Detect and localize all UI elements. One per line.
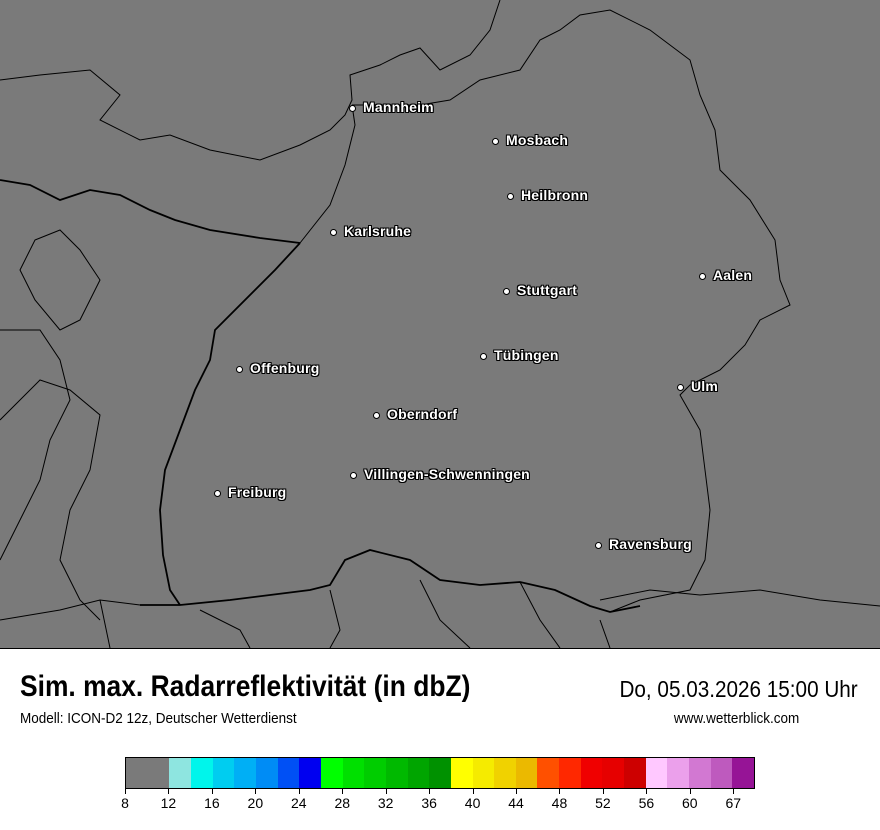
tick-label: 36 <box>421 795 437 811</box>
tick-label: 48 <box>551 795 568 811</box>
tick-label: 40 <box>464 795 481 811</box>
city-label: Aalen <box>713 267 753 283</box>
tick-mark <box>602 789 604 794</box>
tick-label: 44 <box>508 795 524 811</box>
city-label: Villingen-Schwenningen <box>364 466 530 482</box>
tick-mark <box>733 789 735 794</box>
city-dot-icon <box>595 542 602 549</box>
color-scale-segment <box>645 758 668 788</box>
forecast-datetime: Do, 05.03.2026 15:00 Uhr <box>619 676 858 702</box>
color-scale-bar <box>125 757 755 789</box>
city-label: Tübingen <box>494 347 559 363</box>
city-dot-icon <box>480 353 487 360</box>
tick-label: 67 <box>725 795 742 811</box>
tick-label: 56 <box>638 795 655 811</box>
tick-mark <box>429 789 431 794</box>
tick-label: 20 <box>247 795 264 811</box>
color-scale-ticks: 8 12 16 20 24 28 32 36 40 44 48 52 56 60 67 <box>121 789 755 819</box>
city-dot-icon <box>507 193 514 200</box>
tick-mark <box>646 789 648 794</box>
city-label: Oberndorf <box>387 406 458 422</box>
tick-label: 52 <box>595 795 611 811</box>
model-source: Modell: ICON-D2 12z, Deutscher Wetterdie… <box>20 710 297 727</box>
color-scale-segment <box>602 758 625 788</box>
website-link[interactable]: www.wetterblick.com <box>673 710 799 727</box>
color-scale-segment <box>429 758 451 788</box>
tick-label: 8 <box>121 795 129 811</box>
border-lines <box>0 0 880 648</box>
color-scale-segment <box>320 758 343 788</box>
tick-mark <box>255 789 257 794</box>
tick-mark <box>472 789 474 794</box>
tick-mark <box>211 789 213 794</box>
city-dot-icon <box>330 229 337 236</box>
city-dot-icon <box>677 384 684 391</box>
tick-label: 32 <box>377 795 394 811</box>
color-scale-segment <box>212 758 235 788</box>
tick-label: 24 <box>290 795 307 811</box>
color-scale-segment <box>407 758 430 788</box>
tick-mark <box>385 789 387 794</box>
color-scale-segment <box>732 758 755 788</box>
color-scale-segment <box>255 758 278 788</box>
city-dot-icon <box>373 412 380 419</box>
city-label: Ravensburg <box>609 536 692 552</box>
city-label: Stuttgart <box>517 282 578 298</box>
city-label: Karlsruhe <box>344 223 412 239</box>
city-dot-icon <box>236 366 243 373</box>
city-label: Heilbronn <box>521 187 589 203</box>
map-title: Sim. max. Radarreflektivität (in dbZ) <box>20 670 471 703</box>
tick-label: 60 <box>682 795 698 811</box>
tick-label: 28 <box>334 795 351 811</box>
city-dot-icon <box>349 105 356 112</box>
color-scale-segment <box>234 758 256 788</box>
tick-mark <box>168 789 170 794</box>
tick-mark <box>342 789 344 794</box>
color-scale-segment <box>472 758 495 788</box>
tick-label: 16 <box>204 795 220 811</box>
city-dot-icon <box>214 490 221 497</box>
color-scale-segment <box>559 758 581 788</box>
city-dot-icon <box>503 288 510 295</box>
tick-mark <box>559 789 561 794</box>
city-label: Freiburg <box>228 484 287 500</box>
city-label: Mannheim <box>363 99 434 115</box>
tick-label: 12 <box>160 795 177 811</box>
color-scale-segment <box>342 758 365 788</box>
city-dot-icon <box>492 138 499 145</box>
city-label: Offenburg <box>250 360 320 376</box>
color-scale-segment <box>277 758 300 788</box>
color-scale-segment <box>126 758 170 788</box>
color-scale-segment <box>515 758 538 788</box>
color-scale-segment <box>537 758 560 788</box>
color-scale-segment <box>190 758 213 788</box>
color-scale-segment <box>624 758 646 788</box>
color-scale-segment <box>385 758 408 788</box>
city-label: Mosbach <box>506 132 569 148</box>
color-scale-segment <box>580 758 603 788</box>
tick-mark <box>516 789 518 794</box>
color-scale-segment <box>710 758 733 788</box>
tick-mark <box>125 789 126 794</box>
tick-mark <box>298 789 300 794</box>
color-scale-segment <box>450 758 473 788</box>
weather-map: Mannheim Mosbach Heilbronn Karlsruhe Aalen St… <box>0 0 880 649</box>
tick-mark <box>689 789 691 794</box>
color-scale-segment <box>667 758 690 788</box>
color-scale-segment <box>689 758 711 788</box>
city-dot-icon <box>699 273 706 280</box>
color-scale-segment <box>299 758 321 788</box>
color-scale-segment <box>169 758 191 788</box>
city-label: Ulm <box>691 378 719 394</box>
color-scale-segment <box>364 758 386 788</box>
color-scale-segment <box>494 758 516 788</box>
city-dot-icon <box>350 472 357 479</box>
